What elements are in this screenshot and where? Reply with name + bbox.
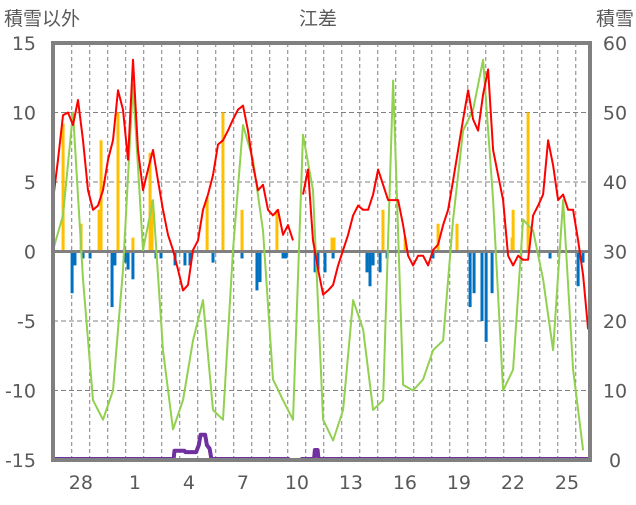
orange-bar [116, 112, 120, 252]
blue-bar [331, 251, 335, 259]
blue-bar [431, 251, 435, 259]
right-tick-label: 60 [603, 33, 627, 55]
blue-bar [313, 251, 317, 273]
right-tick-label: 0 [609, 450, 621, 472]
blue-bar [365, 251, 369, 273]
blue-bar [73, 251, 77, 266]
left-tick-label: -5 [17, 311, 36, 333]
x-tick-label: 25 [555, 472, 579, 494]
orange-bar [330, 237, 334, 252]
orange-bar [332, 237, 336, 252]
blue-bar [480, 251, 484, 321]
left-axis-label: 積雪以外 [4, 8, 80, 30]
right-tick-label: 40 [603, 172, 627, 194]
blue-bar [240, 251, 244, 259]
x-tick-label: 13 [339, 472, 363, 494]
blue-bar [81, 251, 85, 259]
right-tick-label: 20 [603, 311, 627, 333]
x-tick-label: 28 [69, 472, 93, 494]
right-tick-label: 10 [603, 381, 627, 403]
orange-bar [131, 237, 135, 252]
orange-bar [403, 237, 407, 252]
blue-bar [316, 251, 320, 270]
blue-bar [255, 251, 259, 291]
orange-bar [150, 200, 154, 252]
blue-bar [70, 251, 74, 294]
x-tick-label: 7 [237, 472, 249, 494]
right-axis-label: 積雪 [596, 8, 634, 30]
x-tick-label: 22 [501, 472, 525, 494]
orange-bar [275, 209, 279, 252]
blue-bar [576, 251, 580, 287]
orange-bar [61, 123, 65, 252]
blue-bar [126, 251, 130, 270]
blue-bar [371, 251, 375, 266]
x-tick-label: 16 [393, 472, 417, 494]
blue-bar [581, 251, 585, 263]
x-tick-label: 4 [183, 472, 195, 494]
blue-bar [323, 251, 327, 273]
blue-bar [183, 251, 187, 266]
orange-bar [511, 209, 515, 252]
orange-bar [97, 209, 101, 252]
bars [53, 112, 590, 342]
blue-bar [468, 251, 472, 308]
orange-bar [205, 197, 209, 252]
left-tick-label: 10 [12, 103, 36, 125]
left-tick-label: 0 [24, 242, 36, 264]
x-tick-label: 19 [447, 472, 471, 494]
blue-bar [484, 251, 488, 342]
orange-bar [148, 152, 152, 252]
orange-bar [436, 223, 440, 252]
left-tick-label: 5 [24, 172, 36, 194]
blue-bar [548, 251, 552, 259]
orange-bar [381, 209, 385, 252]
chart-title: 江差 [299, 8, 337, 30]
blue-bar [490, 251, 494, 294]
blue-bar [110, 251, 114, 308]
orange-bar [526, 112, 530, 252]
blue-bar [188, 251, 192, 266]
right-tick-label: 30 [603, 242, 627, 264]
blue-bar [113, 251, 117, 266]
blue-bar [284, 251, 288, 259]
green-series-line [52, 58, 585, 451]
right-tick-label: 50 [603, 103, 627, 125]
blue-bar [378, 251, 382, 273]
left-tick-label: -15 [5, 450, 36, 472]
purple-snow-depth-line [53, 432, 590, 461]
plot-frame [51, 41, 592, 462]
blue-bar [211, 251, 215, 263]
blue-bar [159, 251, 163, 259]
blue-bar [281, 251, 285, 259]
left-tick-label: 15 [12, 33, 36, 55]
orange-bar [221, 112, 225, 252]
blue-bar [258, 251, 262, 283]
blue-bar [123, 251, 127, 263]
blue-bar [472, 251, 476, 294]
red-series-line [52, 58, 590, 330]
orange-bar [455, 223, 459, 252]
x-tick-label: 10 [285, 472, 309, 494]
left-tick-label: -10 [5, 381, 36, 403]
blue-bar [88, 251, 92, 259]
orange-bar [240, 209, 244, 252]
blue-bar [368, 251, 372, 287]
x-tick-label: 1 [129, 472, 141, 494]
blue-bar [131, 251, 135, 280]
